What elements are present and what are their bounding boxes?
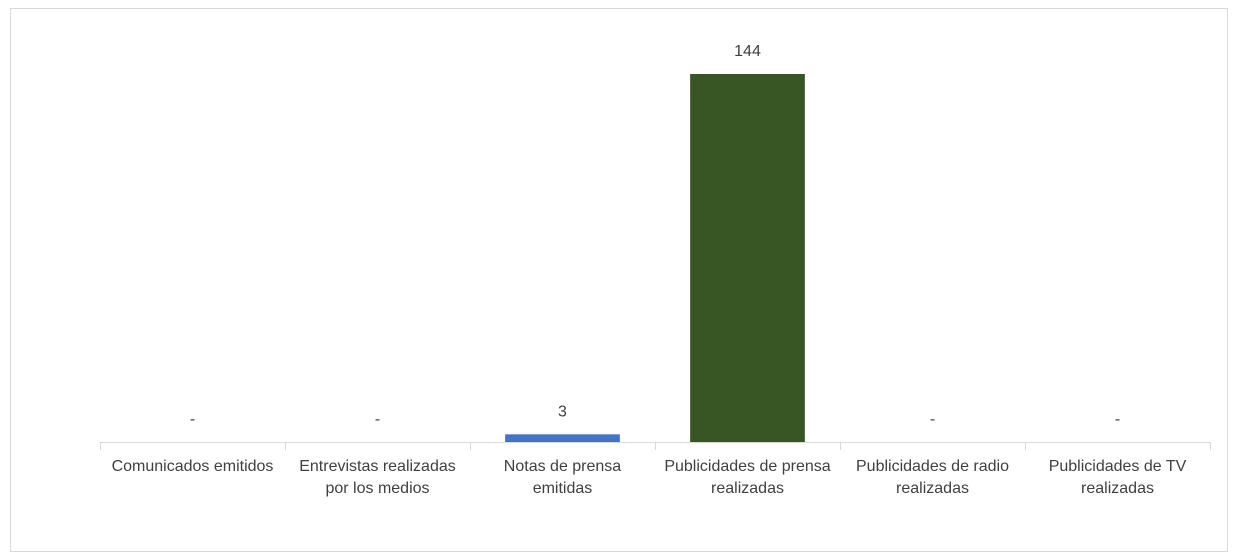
x-tick-label: Entrevistas realizadas por los medios <box>299 458 456 497</box>
chart-border <box>10 8 1228 552</box>
value-label: - <box>375 411 380 428</box>
x-tick-label: Comunicados emitidos <box>111 458 274 475</box>
x-tick-label: Notas de prensa emitidas <box>503 458 622 497</box>
x-tick-label: Publicidades de radio realizadas <box>856 458 1009 497</box>
value-label: 144 <box>734 43 761 60</box>
value-label: 3 <box>558 404 567 421</box>
x-tick-label: Publicidades de TV realizadas <box>1048 458 1187 497</box>
bar <box>505 434 620 442</box>
value-label: - <box>190 411 195 428</box>
value-label: - <box>1115 411 1120 428</box>
x-tick-label: Publicidades de prensa realizadas <box>664 458 831 497</box>
value-label: - <box>930 411 935 428</box>
bar <box>690 73 805 443</box>
